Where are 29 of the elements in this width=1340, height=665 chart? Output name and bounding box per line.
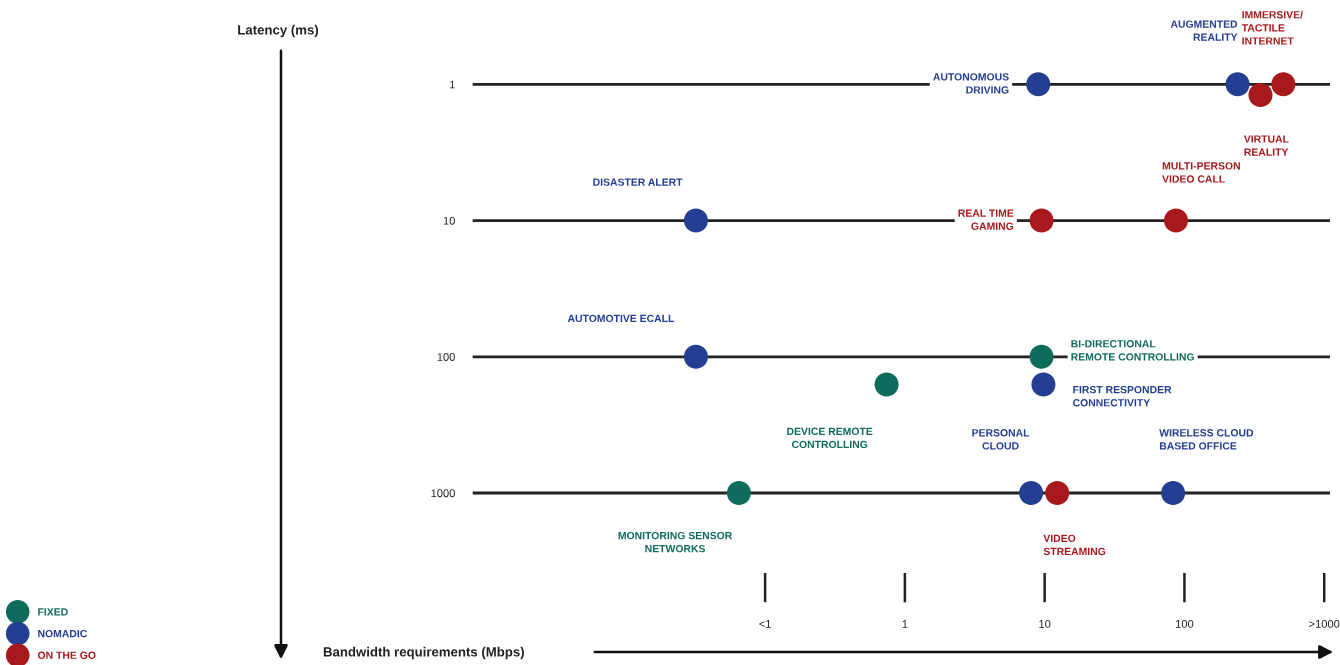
x-tick-label: 1 — [902, 620, 908, 628]
data-label: AUTOMOTIVE ECALL — [567, 314, 675, 323]
data-label: REAL TIME GAMING — [958, 209, 1014, 230]
data-label: DEVICE REMOTE CONTROLLING — [787, 427, 873, 449]
y-tick-label: 1 — [450, 80, 455, 89]
text: Latency (ms) — [238, 24, 319, 38]
x-tick-label: 10 — [1039, 619, 1051, 628]
data-label: WIRELESS CLOUD BASED OFFICE — [1159, 429, 1254, 450]
data-label: FIRST RESPONDER CONNECTIVITY — [1073, 385, 1172, 407]
legend-label: ON THE GO — [37, 651, 96, 659]
data-label: BI-DIRECTIONAL REMOTE CONTROLLING — [1071, 340, 1194, 361]
data-label: AUGMENTED REALITY — [1170, 20, 1238, 41]
legend-label: NOMADIC — [38, 629, 87, 638]
data-label: VIRTUAL REALITY — [1243, 135, 1289, 156]
y-tick-label: 100 — [437, 353, 455, 361]
x-tick-label: <1 — [759, 620, 771, 628]
data-label: PERSONAL CLOUD — [972, 429, 1030, 450]
data-label: MULTI-PERSON VIDEO CALL — [1162, 162, 1240, 183]
data-label: IMMERSIVE/ TACTILE INTERNET — [1241, 10, 1303, 45]
data-label: VIDEO STREAMING — [1043, 534, 1106, 556]
x-tick-label: >1000 — [1309, 619, 1340, 628]
data-label: DISASTER ALERT — [593, 178, 683, 186]
data-label: AUTONOMOUS DRIVING — [933, 73, 1009, 94]
y-tick-label: 10 — [443, 216, 455, 225]
data-label: MONITORING SENSOR NETWORKS — [618, 531, 733, 553]
x-tick-label: 100 — [1176, 619, 1194, 628]
legend-label: FIXED — [38, 608, 68, 616]
x-axis-title: Bandwidth requirements (Mbps) — [323, 646, 524, 660]
y-tick-label: 1000 — [431, 489, 455, 498]
